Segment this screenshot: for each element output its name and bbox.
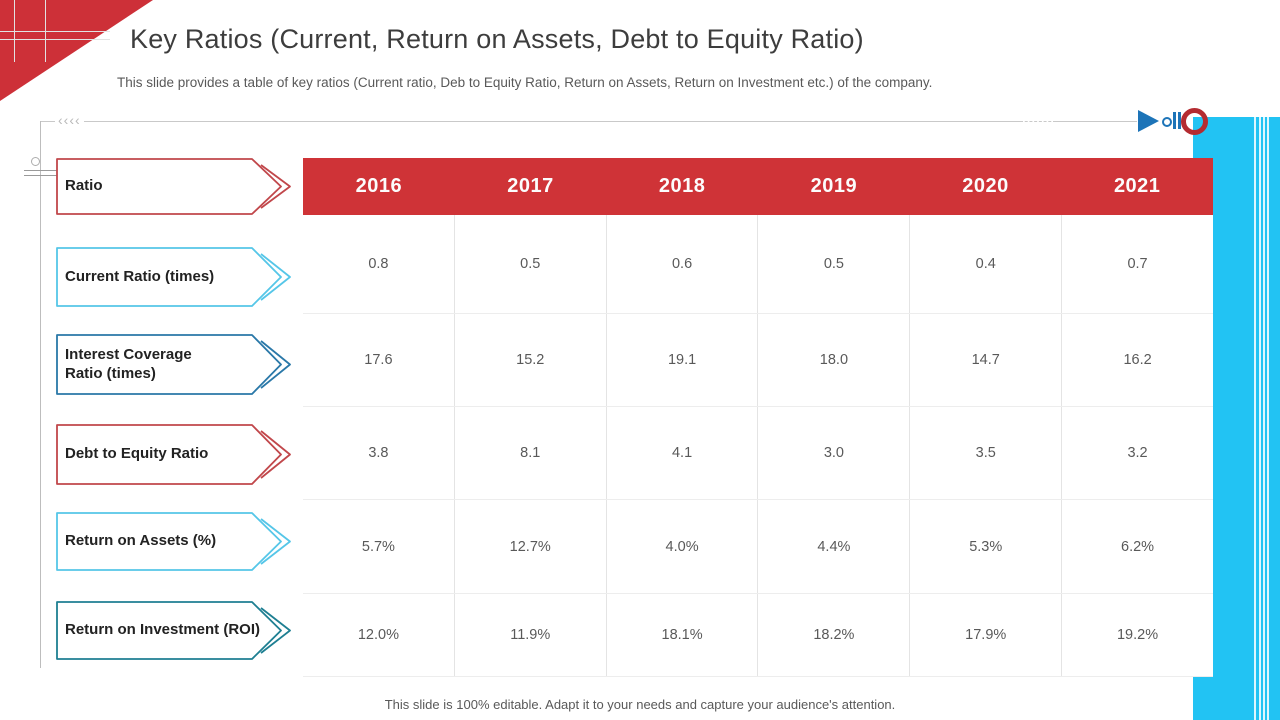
- table-row: 17.6 15.2 19.1 18.0 14.7 16.2: [303, 314, 1213, 407]
- row-label-text: Interest Coverage Ratio (times): [65, 345, 192, 382]
- table-cell: 19.1: [605, 314, 758, 406]
- row-label-text: Debt to Equity Ratio: [65, 445, 209, 463]
- table-row: 0.8 0.5 0.6 0.5 0.4 0.7: [303, 215, 1213, 314]
- pause-icon: [1178, 112, 1181, 129]
- table-cell: 0.5: [757, 215, 909, 313]
- top-frame-line-dashed: [1020, 121, 1056, 122]
- record-ring-icon: [1181, 108, 1208, 135]
- row-label-arrow: Return on Assets (%): [55, 511, 295, 572]
- table-header-row: 2016 2017 2018 2019 2020 2021: [303, 158, 1213, 215]
- table-cell: 6.2%: [1061, 500, 1213, 593]
- year-header: 2019: [810, 175, 858, 197]
- row-label-arrow: Current Ratio (times): [55, 246, 295, 308]
- row-label-text: Return on Assets (%): [65, 532, 217, 550]
- table-cell: 3.8: [368, 445, 389, 461]
- table-cell: 12.7%: [453, 500, 606, 593]
- table-cell: 0.6: [605, 215, 758, 313]
- table-cell: 18.1%: [605, 594, 758, 676]
- table-cell: 12.0%: [357, 627, 399, 643]
- row-label-arrow: Interest Coverage Ratio (times): [55, 333, 295, 396]
- footer-note: This slide is 100% editable. Adapt it to…: [384, 697, 896, 712]
- table-cell: 11.9%: [453, 594, 606, 676]
- key-ratios-table: 2016 2017 2018 2019 2020 2021 0.8 0.5 0.6 0.5 0.4…: [303, 158, 1213, 677]
- table-cell: 8.1: [453, 407, 606, 499]
- pause-icon: [1173, 112, 1176, 129]
- pinstripe-line: [1254, 117, 1256, 720]
- table-cell: 14.7: [909, 314, 1061, 406]
- table-cell: 4.4%: [757, 500, 909, 593]
- table-row: 5.7% 12.7% 4.0% 4.4% 5.3% 6.2%: [303, 500, 1213, 594]
- arrow-shape: [56, 334, 291, 395]
- top-frame-line: [40, 121, 1020, 122]
- row-label-arrow: Return on Investment (ROI): [55, 600, 295, 661]
- year-header: 2016: [355, 175, 403, 197]
- row-label-arrow: Ratio: [55, 157, 295, 216]
- table-cell: 4.0%: [605, 500, 758, 593]
- row-label-text: Ratio: [65, 177, 103, 195]
- year-header: 2017: [507, 175, 554, 197]
- row-label-text: Return on Investment (ROI): [65, 621, 261, 639]
- year-header: 2018: [658, 175, 706, 197]
- table-cell: 0.4: [909, 215, 1061, 313]
- table-cell: 17.6: [364, 352, 393, 368]
- arrow-shape: [56, 424, 291, 485]
- table-cell: 19.2%: [1061, 594, 1213, 676]
- arrow-shape: [56, 601, 291, 660]
- tick-line: [24, 175, 71, 176]
- row-label-arrow: Debt to Equity Ratio: [55, 423, 295, 486]
- table-cell: 17.9%: [909, 594, 1061, 676]
- page-title: Key Ratios (Current, Return on Assets, D…: [130, 24, 864, 54]
- tick-line: [24, 170, 71, 171]
- row-label-text: Current Ratio (times): [65, 267, 215, 285]
- triangle-horizontal-line: [0, 39, 110, 40]
- year-header: 2021: [1113, 175, 1161, 197]
- node-circle-icon: [31, 157, 40, 166]
- table-cell: 18.2%: [757, 594, 909, 676]
- table-cell: 3.0: [757, 407, 909, 499]
- table-cell: 0.8: [368, 256, 389, 272]
- table-cell: 3.2: [1061, 407, 1213, 499]
- table-cell: 3.5: [909, 407, 1061, 499]
- pinstripe-line: [1259, 117, 1261, 720]
- table-cell: 4.1: [605, 407, 758, 499]
- pinstripe-line: [1263, 117, 1265, 720]
- table-row: 3.8 8.1 4.1 3.0 3.5 3.2: [303, 407, 1213, 500]
- table-cell: 0.5: [453, 215, 606, 313]
- chevron-left-icons: ‹‹‹‹: [55, 112, 84, 129]
- pinstripe-line: [1267, 117, 1269, 720]
- arrow-shape: [56, 158, 291, 215]
- left-frame-line: [40, 121, 41, 668]
- table-cell: 5.3%: [909, 500, 1061, 593]
- arrow-shape: [56, 512, 291, 571]
- table-cell: 16.2: [1061, 314, 1213, 406]
- arrow-shape: [56, 247, 291, 307]
- table-cell: 0.7: [1061, 215, 1213, 313]
- subtitle: This slide provides a table of key ratio…: [117, 75, 933, 90]
- triangle-horizontal-line: [0, 31, 110, 32]
- table-row: 12.0% 11.9% 18.1% 18.2% 17.9% 19.2%: [303, 594, 1213, 677]
- table-cell: 18.0: [757, 314, 909, 406]
- table-cell: 5.7%: [361, 538, 395, 555]
- year-header: 2020: [962, 175, 1009, 197]
- top-frame-line-end: [1056, 121, 1137, 122]
- dot-icon: [1162, 117, 1172, 127]
- table-body: 0.8 0.5 0.6 0.5 0.4 0.7 17.6 15.2 19.1 18.0 14.7 16…: [303, 215, 1213, 677]
- table-cell: 15.2: [453, 314, 606, 406]
- play-icon: [1138, 110, 1159, 132]
